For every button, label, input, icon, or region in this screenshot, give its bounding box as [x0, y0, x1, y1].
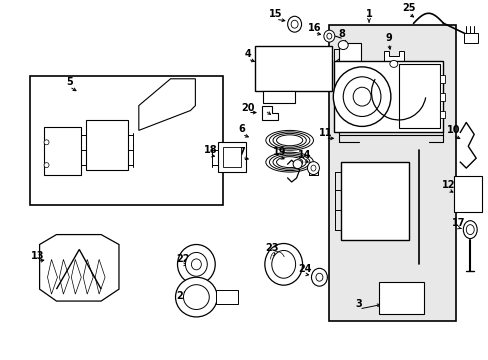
Text: 20: 20 [241, 103, 254, 113]
Ellipse shape [287, 16, 301, 32]
Text: 10: 10 [446, 125, 459, 135]
Bar [334, 61, 443, 132]
Text: 24: 24 [297, 264, 311, 274]
Polygon shape [383, 51, 403, 61]
Text: 5: 5 [66, 77, 73, 87]
Text: 23: 23 [264, 243, 278, 253]
Text: 16: 16 [307, 23, 321, 33]
Polygon shape [262, 105, 277, 121]
Bar [254, 46, 332, 91]
Ellipse shape [323, 30, 334, 42]
Bar [398, 64, 440, 129]
Bar [30, 76, 223, 205]
Text: 1: 1 [365, 9, 372, 19]
Ellipse shape [292, 159, 302, 168]
Ellipse shape [315, 273, 322, 281]
Text: 17: 17 [450, 218, 464, 228]
Ellipse shape [338, 41, 347, 50]
Bar [341, 162, 408, 239]
Ellipse shape [343, 77, 380, 117]
Ellipse shape [44, 140, 49, 145]
Bar [440, 75, 445, 83]
Ellipse shape [326, 33, 331, 39]
Bar [440, 93, 445, 100]
Ellipse shape [185, 252, 207, 276]
Bar [216, 290, 238, 304]
Ellipse shape [307, 162, 319, 175]
Text: 6: 6 [238, 125, 245, 134]
Ellipse shape [271, 251, 295, 278]
Ellipse shape [177, 244, 215, 284]
Text: 15: 15 [268, 9, 282, 19]
Ellipse shape [290, 20, 298, 28]
Ellipse shape [175, 277, 217, 317]
Text: 3: 3 [355, 299, 362, 309]
Bar [463, 33, 477, 43]
Text: 9: 9 [385, 33, 391, 43]
Text: 7: 7 [238, 147, 245, 157]
Ellipse shape [183, 285, 209, 310]
Ellipse shape [333, 67, 390, 126]
Bar [378, 282, 423, 314]
Bar [453, 176, 481, 212]
Text: 4: 4 [244, 49, 251, 59]
Ellipse shape [462, 221, 476, 239]
Polygon shape [40, 235, 119, 301]
Bar [218, 142, 245, 172]
Ellipse shape [44, 163, 49, 168]
Ellipse shape [311, 268, 326, 286]
Ellipse shape [352, 87, 370, 106]
Text: 25: 25 [401, 3, 415, 13]
Bar [223, 147, 241, 167]
Ellipse shape [310, 165, 315, 171]
Text: 8: 8 [338, 29, 345, 39]
Text: 21: 21 [176, 291, 190, 301]
Polygon shape [139, 79, 195, 130]
Text: 22: 22 [176, 255, 190, 264]
Text: 12: 12 [441, 180, 454, 190]
Bar [328, 25, 455, 321]
Ellipse shape [466, 225, 473, 235]
Text: 14: 14 [297, 150, 311, 160]
Text: 19: 19 [272, 147, 286, 157]
Ellipse shape [264, 243, 302, 285]
Polygon shape [263, 91, 294, 103]
Text: 13: 13 [31, 251, 44, 261]
Ellipse shape [191, 259, 201, 270]
Ellipse shape [389, 60, 397, 67]
Bar [43, 127, 81, 175]
Bar [440, 111, 445, 118]
Bar [86, 121, 128, 170]
Bar [339, 43, 360, 61]
Text: 18: 18 [203, 145, 217, 155]
Text: 2: 2 [355, 180, 362, 190]
Text: 11: 11 [318, 129, 331, 138]
